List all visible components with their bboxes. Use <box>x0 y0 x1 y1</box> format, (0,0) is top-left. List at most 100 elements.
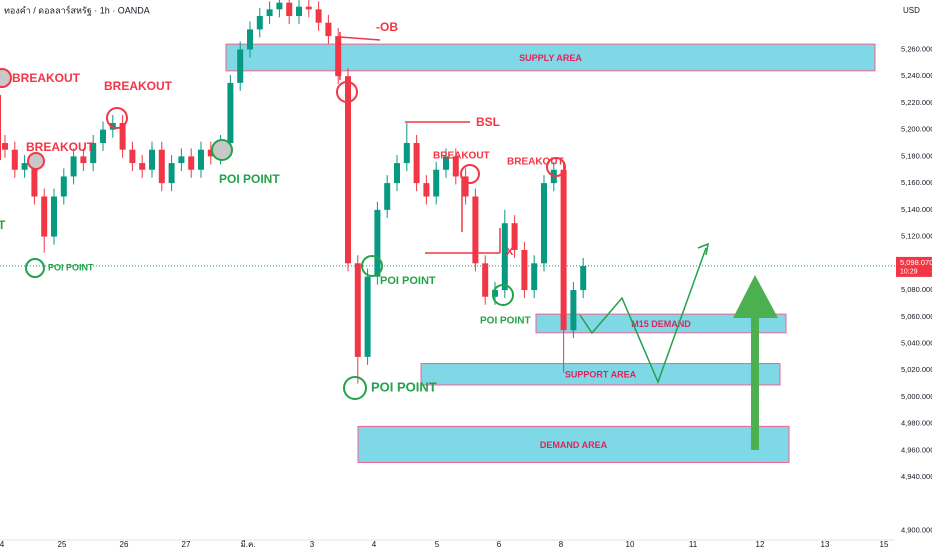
price-axis: 5,260.000 5,240.000 5,220.000 5,200.000 5,18… <box>896 44 932 535</box>
annotation: POI POINT <box>380 275 436 287</box>
candle-body <box>41 196 48 237</box>
zone-label: SUPPORT AREA <box>565 370 637 380</box>
zone-label: M15 DEMAND <box>631 319 691 329</box>
zones: SUPPLY AREA M15 DEMAND SUPPORT AREA DEMAND … <box>225 43 876 463</box>
y-tick-label: 4,900.000 <box>901 526 932 535</box>
zone <box>225 43 876 72</box>
marker-circle <box>106 107 128 129</box>
candle-body <box>462 176 469 197</box>
x-tick-label: 4 <box>372 540 377 549</box>
y-tick-label: 5,160.000 <box>901 178 932 187</box>
marker-circle <box>546 157 566 177</box>
candle-body <box>394 163 400 184</box>
candle-body <box>315 9 322 23</box>
candle-body <box>482 263 489 297</box>
x-tick-label: 3 <box>310 540 315 549</box>
candle-body <box>188 156 195 170</box>
y-tick-label: 5,180.000 <box>901 151 932 160</box>
x-tick-label: 8 <box>559 540 564 549</box>
projection-path <box>579 247 707 385</box>
candle-body <box>266 9 273 17</box>
candle-body <box>580 265 587 291</box>
currency-label: USD <box>903 6 920 15</box>
marker-circle <box>336 81 358 103</box>
y-tick-label: 5,020.000 <box>901 365 932 374</box>
candle-body <box>90 143 97 164</box>
marker-circle <box>0 68 12 88</box>
candle-body <box>168 163 175 184</box>
marker-circle <box>361 255 383 277</box>
candle-body <box>423 183 430 197</box>
candle-body <box>413 143 420 184</box>
candle-body <box>374 209 381 277</box>
candle-body <box>227 82 234 144</box>
candle-body <box>384 183 391 210</box>
y-tick-label: 4,940.000 <box>901 472 932 481</box>
x-tick-label: 27 <box>182 540 191 549</box>
candle-body <box>472 196 479 264</box>
y-tick-label: 5,060.000 <box>901 312 932 321</box>
candle-body <box>70 156 77 177</box>
candle-body <box>492 290 498 297</box>
candle-body <box>139 163 146 170</box>
annotation: BREAKOUT <box>507 157 564 168</box>
candle-body <box>511 223 518 250</box>
candle-body <box>198 149 204 170</box>
y-tick-label: 5,240.000 <box>901 71 932 80</box>
candle-body <box>119 122 126 150</box>
candle-body <box>80 156 87 164</box>
annotation: POI POINT <box>48 262 94 272</box>
x-tick-label: 10 <box>626 540 635 549</box>
zone <box>420 363 781 386</box>
projection-arrowhead <box>697 242 709 256</box>
candle-body <box>560 169 567 331</box>
candle-body <box>364 276 371 357</box>
candle-body <box>345 76 351 264</box>
annotation: BREAKOUT <box>433 151 490 162</box>
x-tick-label: 13 <box>821 540 830 549</box>
y-tick-label: 5,260.000 <box>901 44 932 53</box>
annotations: BREAKOUT BREAKOUT BREAKOUT BREAKOUT BREA… <box>0 20 778 450</box>
y-tick-label: 5,000.000 <box>901 392 932 401</box>
zone <box>535 313 787 334</box>
candle-body <box>443 156 449 170</box>
zone-label: DEMAND AREA <box>540 440 608 450</box>
annotation: BSL <box>476 115 500 129</box>
candle-body <box>276 2 283 10</box>
candle-body <box>501 223 508 291</box>
marker-circle <box>25 258 45 278</box>
zone-label: SUPPLY AREA <box>519 53 582 63</box>
last-price-label: 5,098.070 <box>900 258 932 267</box>
annotation: -OB <box>376 20 398 34</box>
candle-body <box>305 6 312 10</box>
x-tick-label: 5 <box>435 540 440 549</box>
y-tick-label: 5,120.000 <box>901 232 932 241</box>
marker-circle <box>492 284 514 306</box>
candle-body <box>296 6 302 17</box>
candle-body <box>100 129 106 144</box>
annotation: BREAKOUT <box>26 140 95 154</box>
x-tick-label: มี.ค. <box>240 540 255 549</box>
x-tick-label: 6 <box>497 540 502 549</box>
zone <box>357 425 790 463</box>
candle-body <box>60 176 67 197</box>
candle-body <box>31 163 38 197</box>
candle-body <box>178 156 185 164</box>
last-price-tag <box>896 256 932 277</box>
candle-body <box>247 29 253 50</box>
candle-body <box>354 263 361 357</box>
annotation: BREAKOUT <box>104 79 173 93</box>
candles <box>2 0 587 384</box>
annotation: T <box>0 218 6 232</box>
x-tick-label: 25 <box>58 540 67 549</box>
annotation: POI POINT <box>219 172 280 186</box>
candle-body <box>256 16 263 30</box>
y-tick-label: 5,080.000 <box>901 285 932 294</box>
annotation: BREAKOUT <box>12 71 81 85</box>
x-tick-label: 12 <box>756 540 765 549</box>
candle-body <box>158 149 165 184</box>
big-arrow <box>733 275 778 450</box>
candle-body <box>570 290 577 331</box>
candle-body <box>403 143 410 164</box>
